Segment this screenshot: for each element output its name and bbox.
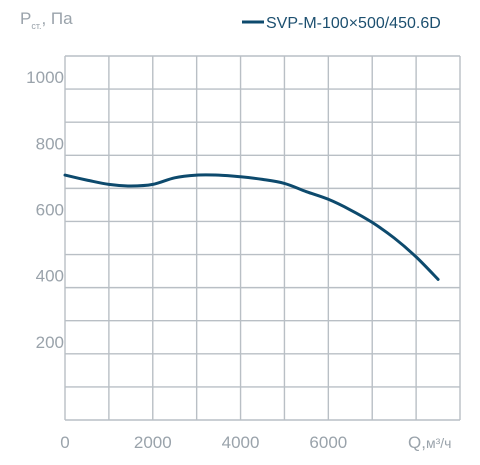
- chart-grid: [64, 55, 461, 421]
- y-tick-label: 800: [36, 134, 64, 153]
- y-axis-label-sub: ст.: [31, 21, 41, 31]
- y-axis-label: Pст., Па: [20, 9, 73, 31]
- tick-labels: 200 400 600 800 1000 0 2000 4000 6000: [26, 68, 347, 452]
- x-axis-label-unit: м³/ч: [426, 435, 451, 451]
- y-axis-label-main: P: [20, 9, 31, 28]
- x-axis-label: Q,м³/ч: [408, 433, 451, 452]
- legend-label: SVP-M-100×500/450.6D: [266, 15, 441, 32]
- x-axis-label-main: Q,: [408, 433, 426, 452]
- y-tick-label: 400: [36, 267, 64, 286]
- x-tick-label: 0: [60, 433, 69, 452]
- series-line: [63, 173, 440, 281]
- x-tick-label: 6000: [309, 433, 347, 452]
- y-tick-label: 200: [36, 333, 64, 352]
- y-axis-label-unit: , Па: [41, 9, 73, 28]
- x-tick-label: 2000: [134, 433, 172, 452]
- y-tick-label: 600: [36, 200, 64, 219]
- y-tick-label: 1000: [26, 68, 64, 87]
- x-tick-label: 4000: [222, 433, 260, 452]
- legend: SVP-M-100×500/450.6D: [242, 15, 441, 32]
